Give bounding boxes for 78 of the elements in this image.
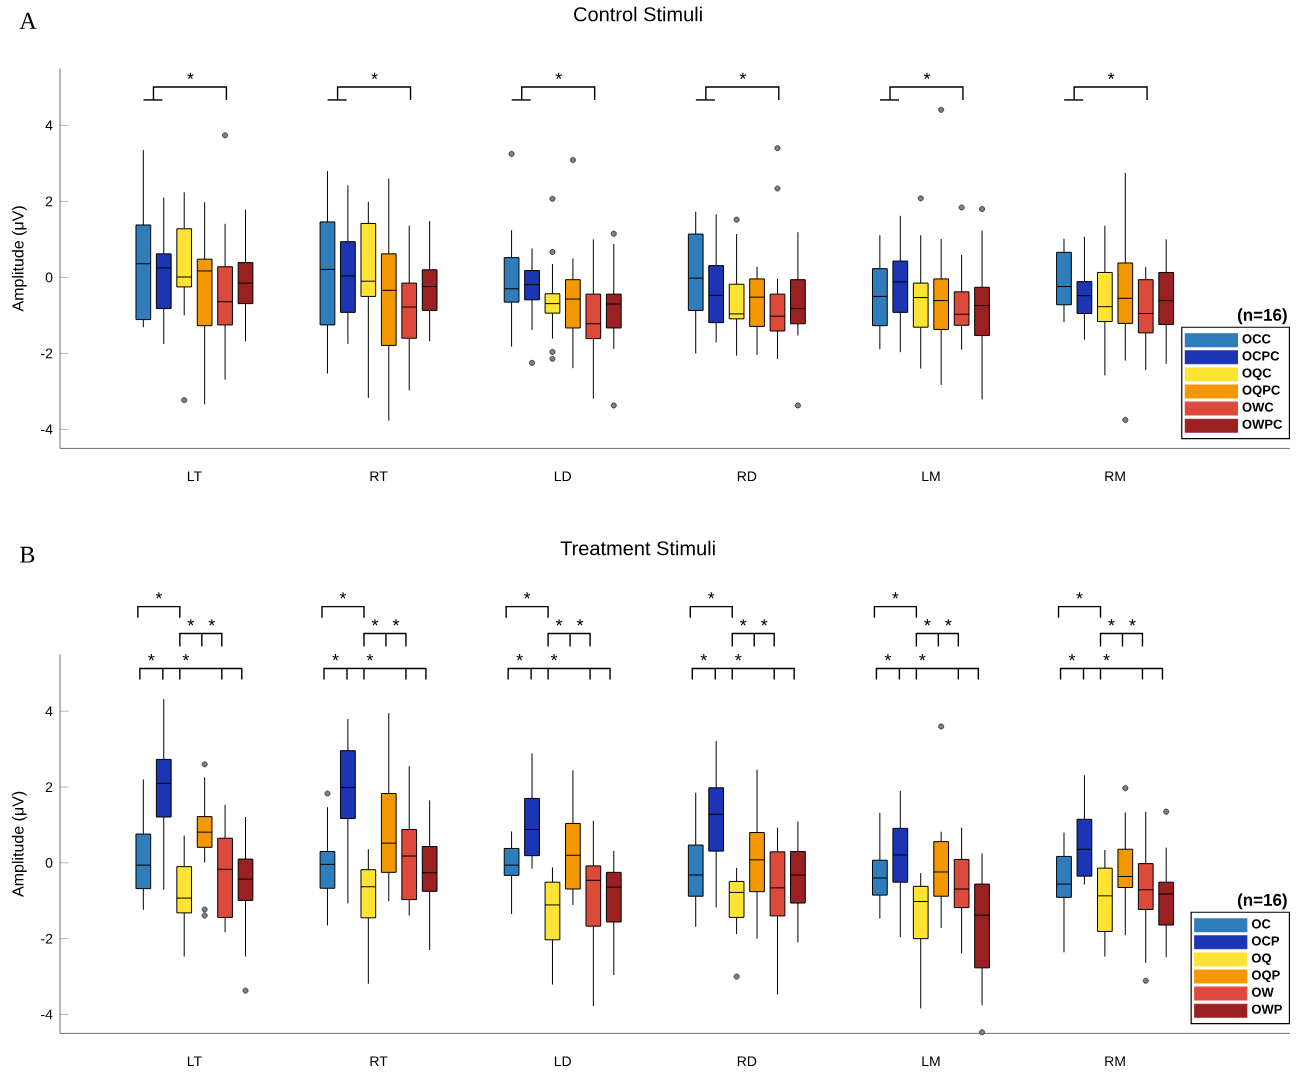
annotation: * [182, 653, 190, 661]
x-tick-label: RD [737, 1056, 757, 1066]
text: * [740, 618, 747, 626]
annotation: * [1107, 72, 1115, 79]
y-tick-label: -2 [41, 348, 53, 359]
y-tick-label: 0 [45, 272, 53, 283]
annotation: * [550, 653, 558, 661]
annotation: * [371, 72, 378, 79]
text: * [155, 592, 163, 599]
legend-label: OQ [1251, 953, 1272, 965]
annotation: * [148, 653, 155, 661]
annotation: * [332, 653, 339, 661]
x-tick-label: RM [1105, 1056, 1125, 1066]
y-tick-label: 0 [45, 857, 53, 868]
annotation: * [366, 653, 374, 661]
text: * [187, 618, 195, 626]
annotation: * [884, 653, 892, 661]
x-tick-label: RT [370, 1056, 388, 1066]
text: * [555, 618, 563, 626]
legend-label: OQPC [1242, 385, 1280, 397]
legend-title: (n=16) [1237, 893, 1287, 910]
annotation: * [735, 653, 742, 661]
legend-title: (n=16) [1237, 308, 1287, 325]
legend-label: OWP [1251, 1004, 1282, 1014]
y-tick-label: -4 [41, 424, 53, 435]
annotation: * [923, 72, 931, 79]
x-tick-label: LD [554, 1056, 571, 1066]
chart-title: Treatment Stimuli [560, 540, 715, 556]
legend-label: OCP [1251, 936, 1280, 946]
text: * [760, 618, 768, 626]
legend-label: OCC [1242, 334, 1271, 344]
y-tick-label: 4 [45, 120, 53, 131]
x-tick-label: LM [922, 1056, 940, 1066]
x-tick-label: RD [737, 471, 757, 481]
text: * [392, 618, 400, 626]
annotation: * [555, 72, 562, 79]
text: * [945, 618, 952, 626]
y-tick-label: -2 [41, 933, 53, 944]
legend-label: OQP [1251, 970, 1280, 982]
annotation: * [516, 653, 523, 661]
text: * [708, 592, 715, 599]
text: * [339, 592, 347, 599]
y-tick-label: 2 [45, 196, 53, 207]
x-tick-label: RT [370, 471, 388, 481]
text: * [1129, 618, 1136, 626]
annotation: * [1103, 653, 1110, 661]
annotation: * [739, 72, 747, 79]
x-tick-label: RM [1105, 471, 1125, 481]
legend-label: OWC [1242, 402, 1274, 412]
legend-label: OQC [1242, 368, 1272, 380]
text: * [1076, 592, 1083, 599]
text: * [208, 618, 216, 626]
text: * [892, 592, 899, 599]
annotation: * [919, 653, 926, 661]
text: * [576, 618, 584, 626]
annotation: * [700, 653, 707, 661]
y-tick-label: 2 [45, 781, 53, 792]
text: B [20, 546, 35, 563]
y-axis-title: Amplitude (μV) [11, 791, 27, 897]
annotation: * [1068, 653, 1076, 661]
annotation: * [187, 72, 194, 79]
legend-label: OC [1251, 919, 1271, 929]
y-tick-label: -4 [41, 1009, 53, 1020]
x-tick-label: LT [187, 1056, 202, 1066]
x-tick-label: LM [922, 471, 940, 481]
legend-label: OCPC [1242, 351, 1280, 361]
x-tick-label: LD [554, 471, 571, 481]
text: * [924, 618, 931, 626]
x-tick-label: LT [187, 471, 202, 481]
y-axis-title: Amplitude (μV) [11, 206, 27, 312]
text: * [523, 592, 531, 599]
text: * [371, 618, 379, 626]
text: A [19, 12, 37, 29]
y-tick-label: 4 [45, 706, 53, 716]
legend-label: OWPC [1242, 419, 1283, 429]
text: * [1108, 618, 1115, 626]
chart-title: Control Stimuli [574, 6, 702, 22]
legend-label: OW [1251, 987, 1274, 997]
